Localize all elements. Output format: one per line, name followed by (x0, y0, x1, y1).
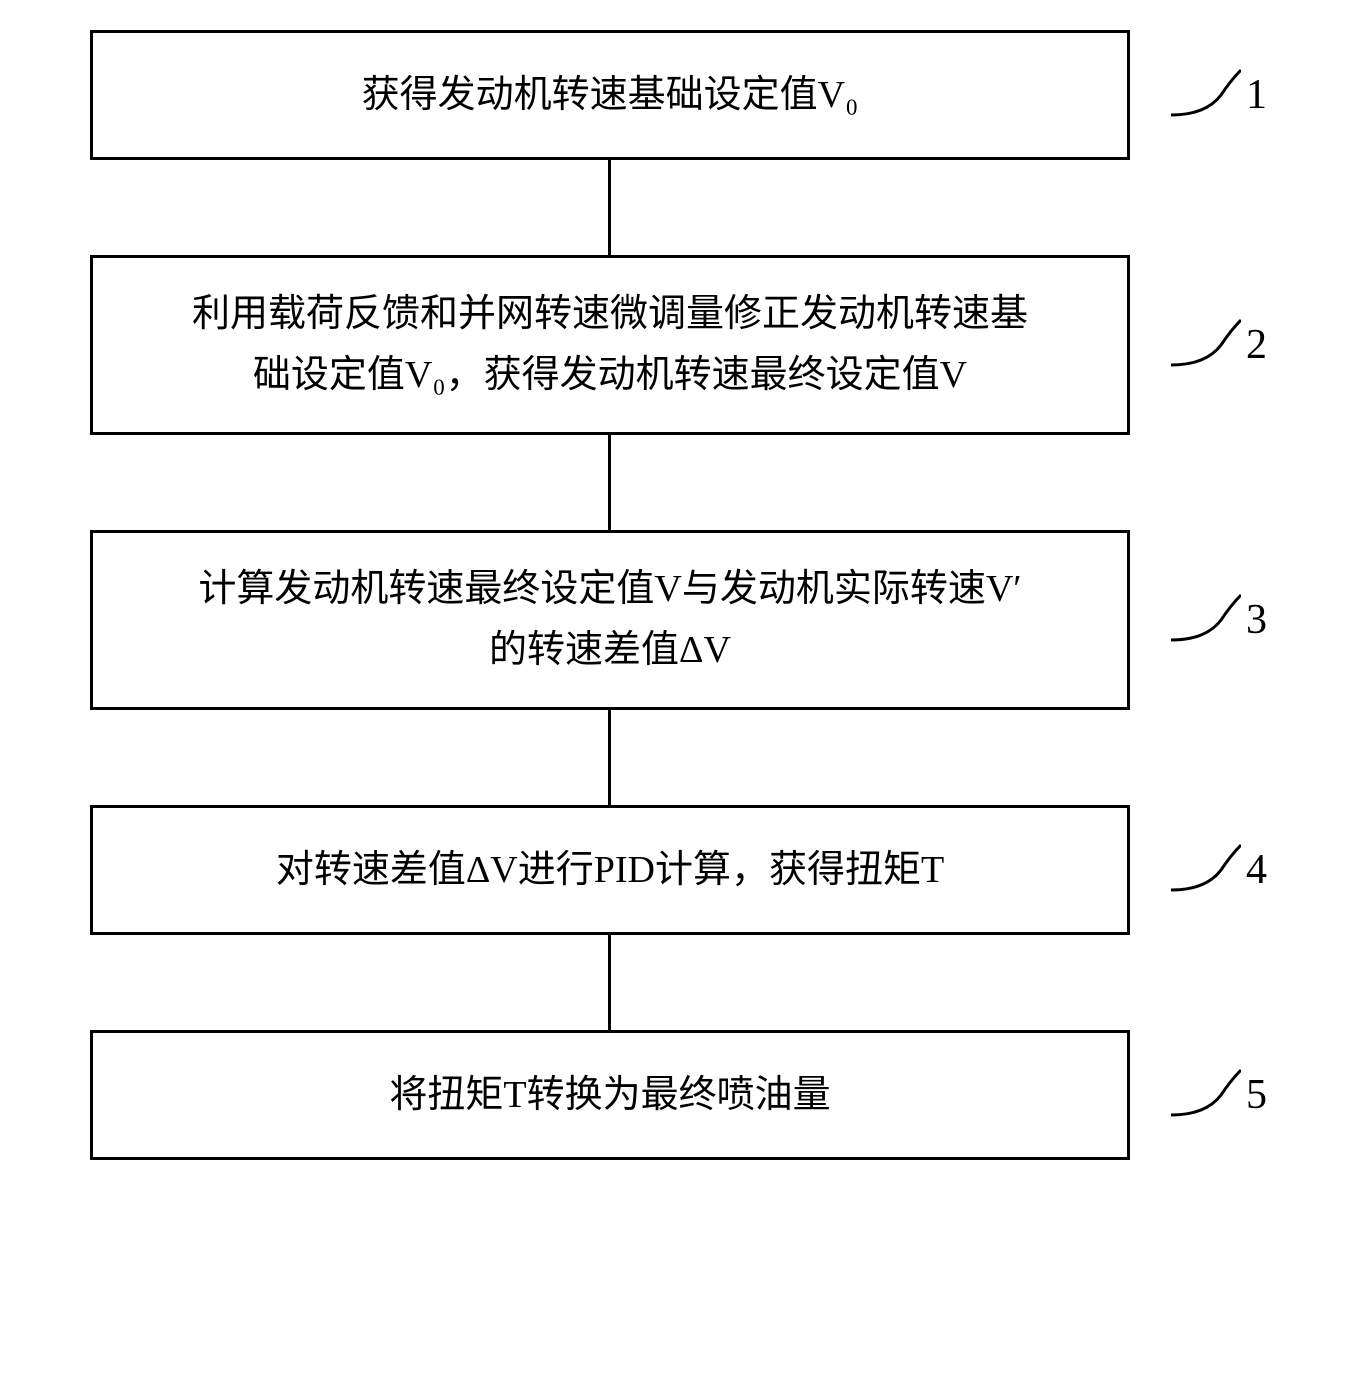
step-2-label: 2 (1246, 321, 1267, 369)
step-1-label-container: 1 (1171, 65, 1267, 125)
flowchart-container: 获得发动机转速基础设定值V₀ 1 利用载荷反馈和并网转速微调量修正发动机转速基 … (90, 30, 1270, 1160)
step-5-label-container: 5 (1171, 1065, 1267, 1125)
step-4-text: 对转速差值ΔV进行PID计算，获得扭矩T (236, 820, 984, 921)
connector-3-4 (608, 710, 611, 805)
connector-1-2 (608, 160, 611, 255)
curve-icon (1171, 65, 1241, 125)
flowchart-step-4: 对转速差值ΔV进行PID计算，获得扭矩T 4 (90, 805, 1130, 935)
step-2-text: 利用载荷反馈和并网转速微调量修正发动机转速基 础设定值V₀，获得发动机转速最终设… (152, 264, 1068, 426)
curve-icon (1171, 1065, 1241, 1125)
connector-4-5 (608, 935, 611, 1030)
step-4-label: 4 (1246, 846, 1267, 894)
step-4-label-container: 4 (1171, 840, 1267, 900)
flowchart-step-1: 获得发动机转速基础设定值V₀ 1 (90, 30, 1130, 160)
step-5-label: 5 (1246, 1071, 1267, 1119)
flowchart-step-5: 将扭矩T转换为最终喷油量 5 (90, 1030, 1130, 1160)
step-2-label-container: 2 (1171, 315, 1267, 375)
step-1-text: 获得发动机转速基础设定值V₀ (322, 45, 899, 146)
step-5-text: 将扭矩T转换为最终喷油量 (349, 1045, 870, 1146)
step-3-label: 3 (1246, 596, 1267, 644)
connector-2-3 (608, 435, 611, 530)
flowchart-step-2: 利用载荷反馈和并网转速微调量修正发动机转速基 础设定值V₀，获得发动机转速最终设… (90, 255, 1130, 435)
curve-icon (1171, 590, 1241, 650)
flowchart-step-3: 计算发动机转速最终设定值V与发动机实际转速V′ 的转速差值ΔV 3 (90, 530, 1130, 710)
step-1-label: 1 (1246, 71, 1267, 119)
curve-icon (1171, 315, 1241, 375)
curve-icon (1171, 840, 1241, 900)
step-3-label-container: 3 (1171, 590, 1267, 650)
step-3-text: 计算发动机转速最终设定值V与发动机实际转速V′ 的转速差值ΔV (158, 539, 1061, 701)
